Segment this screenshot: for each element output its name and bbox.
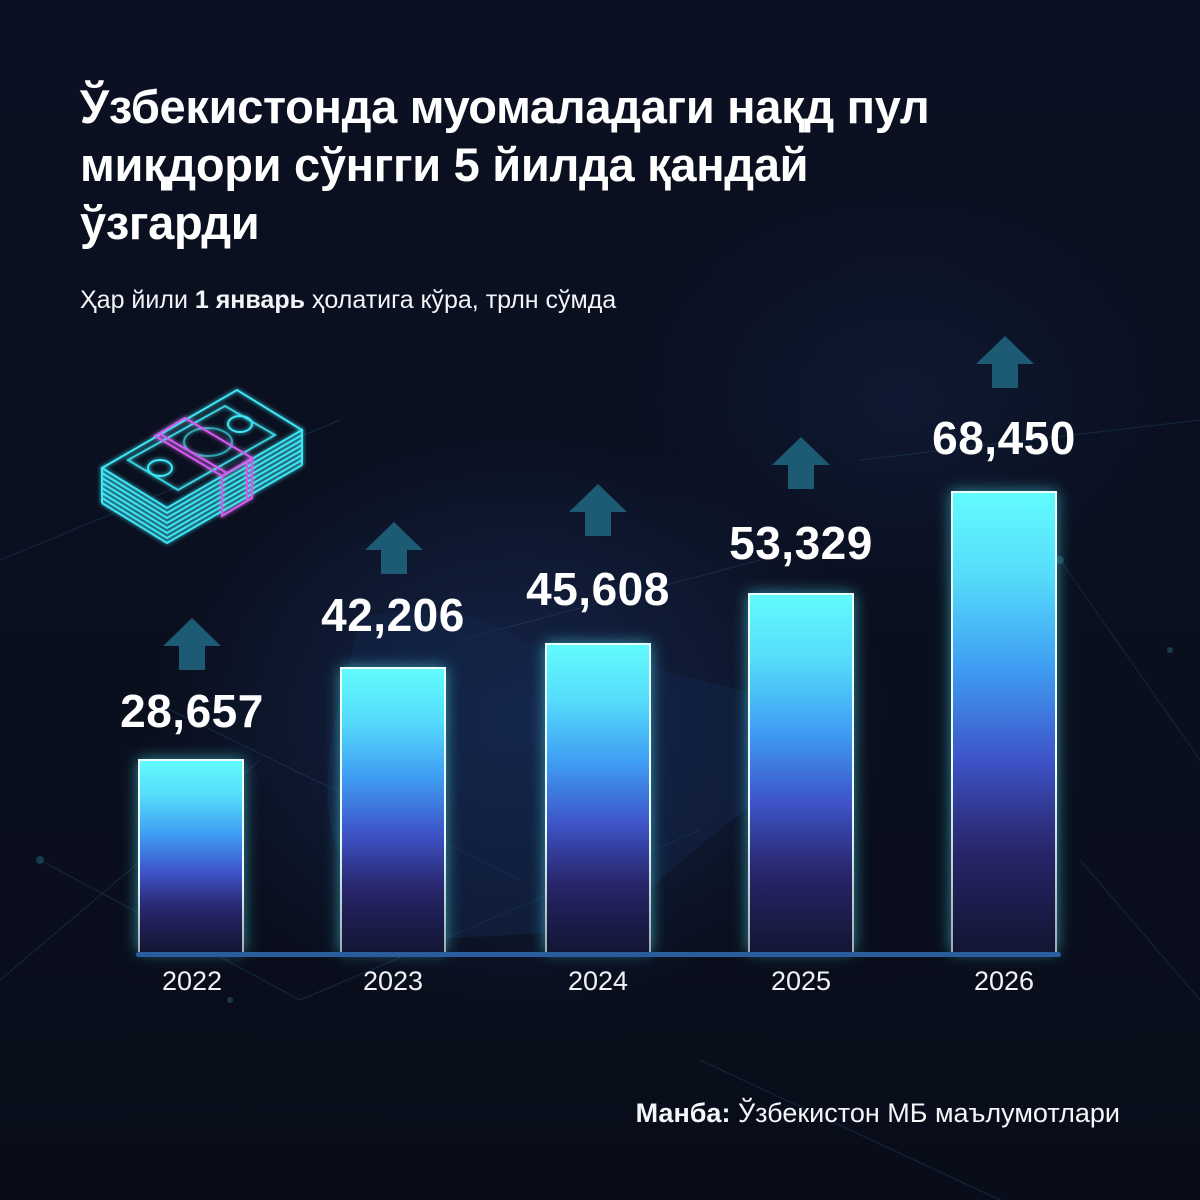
bar-2025 xyxy=(748,593,854,952)
source-text: Ўзбекистон МБ маълумотлари xyxy=(730,1098,1120,1128)
bar-2022 xyxy=(138,759,244,952)
x-tick-2022: 2022 xyxy=(161,966,223,996)
subtitle-pre: Ҳар йили xyxy=(80,286,195,314)
x-tick-2023: 2023 xyxy=(362,966,424,996)
bar-2024 xyxy=(545,643,651,952)
subtitle-bold: 1 январь xyxy=(194,286,305,314)
x-axis-line xyxy=(136,952,1061,957)
subtitle-post: ҳолатига кўра, трлн сўмда xyxy=(304,286,617,314)
bar-value-2026: 68,450 xyxy=(932,412,1076,464)
up-arrow-icon xyxy=(365,522,423,574)
x-tick-2024: 2024 xyxy=(567,966,629,996)
money-stack-icon xyxy=(100,388,304,545)
x-tick-2026: 2026 xyxy=(973,966,1035,996)
bar-2023 xyxy=(340,667,446,952)
up-arrow-icon xyxy=(163,618,221,670)
x-tick-2025: 2025 xyxy=(770,966,832,996)
bar-value-2022: 28,657 xyxy=(120,685,264,737)
source-label: Манба: xyxy=(635,1098,731,1128)
up-arrow-icon xyxy=(976,336,1034,388)
bar-2026 xyxy=(951,491,1057,952)
bar-value-2023: 42,206 xyxy=(321,589,465,641)
chart-subtitle: Ҳар йили 1 январь ҳолатига кўра, трлн сў… xyxy=(80,284,616,316)
chart-title: Ўзбекистонда муомаладаги нақд пул миқдор… xyxy=(80,80,930,249)
bar-value-2024: 45,608 xyxy=(526,563,670,615)
source-note: Манба: Ўзбекистон МБ маълумотлари xyxy=(636,1098,1120,1129)
bar-value-2025: 53,329 xyxy=(729,517,873,569)
up-arrow-icon xyxy=(772,437,830,489)
up-arrow-icon xyxy=(569,484,627,536)
